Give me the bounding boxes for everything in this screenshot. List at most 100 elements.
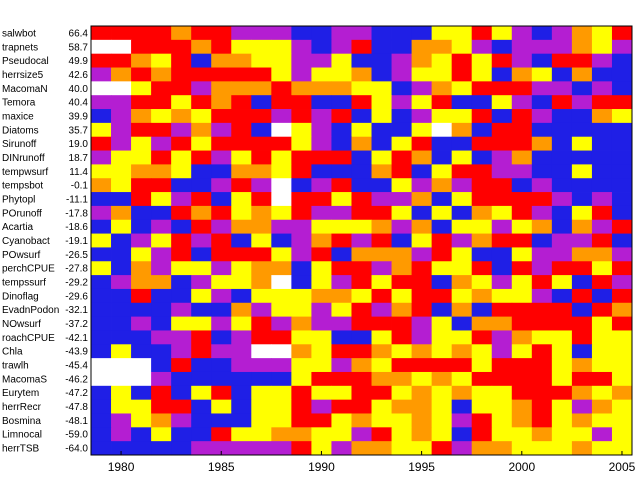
- heatmap-cell: [151, 53, 172, 68]
- heatmap-cell: [411, 95, 433, 110]
- x-tick-label: 1990: [308, 460, 335, 474]
- heatmap-cell: [211, 192, 232, 207]
- heatmap-cell: [391, 192, 412, 207]
- heatmap-cell: [251, 385, 272, 401]
- heatmap-cell: [411, 26, 433, 41]
- heatmap-cell: [131, 81, 152, 96]
- heatmap-cell: [271, 413, 292, 428]
- heatmap-cell: [391, 205, 412, 221]
- heatmap-cell: [551, 288, 573, 304]
- heatmap-cell: [571, 385, 593, 401]
- heatmap-cell: [411, 275, 433, 290]
- row-label-name: NOwsurf: [2, 319, 41, 330]
- heatmap-cell: [451, 233, 473, 248]
- heatmap-cell: [571, 261, 593, 276]
- heatmap-cell: [271, 39, 292, 55]
- heatmap-cell: [371, 247, 392, 262]
- heatmap-cell: [551, 413, 573, 428]
- row-label-value: -17.8: [65, 208, 88, 219]
- heatmap-cell: [331, 275, 352, 290]
- heatmap-cell: [311, 330, 332, 345]
- heatmap-cell: [311, 95, 332, 110]
- heatmap-cell: [251, 109, 272, 124]
- heatmap-cell: [391, 39, 412, 55]
- heatmap-cell: [291, 109, 312, 124]
- row-label-name: roachCPUE: [2, 333, 55, 344]
- heatmap-cell: [131, 233, 152, 248]
- heatmap-cell: [491, 219, 513, 234]
- heatmap-cell: [151, 192, 172, 207]
- heatmap-cell: [251, 95, 272, 110]
- heatmap-cell: [151, 178, 172, 193]
- heatmap-cell: [511, 399, 533, 414]
- heatmap-cell: [471, 371, 493, 387]
- heatmap-cell: [151, 219, 172, 234]
- heatmap-cell: [151, 26, 172, 41]
- heatmap-cell: [591, 316, 613, 331]
- heatmap-cell: [571, 219, 593, 234]
- heatmap-cell: [411, 302, 433, 318]
- heatmap-cell: [391, 109, 412, 124]
- heatmap-cell: [211, 26, 232, 41]
- heatmap-cell: [511, 385, 533, 401]
- heatmap-cell: [611, 261, 633, 276]
- heatmap-cell: [331, 81, 352, 96]
- heatmap-cell: [571, 233, 593, 248]
- heatmap-cell: [371, 413, 392, 428]
- heatmap-cell: [211, 385, 232, 401]
- heatmap-cell: [371, 344, 392, 359]
- heatmap-cell: [331, 26, 352, 41]
- row-label-name: herrTSB: [2, 444, 40, 455]
- heatmap-cell: [411, 330, 433, 345]
- row-label-value: -27.8: [65, 264, 88, 275]
- heatmap-cell: [451, 413, 473, 428]
- heatmap-cell: [291, 53, 312, 68]
- heatmap-cell: [491, 95, 513, 110]
- heatmap-cell: [131, 26, 152, 41]
- heatmap-cell: [331, 136, 352, 151]
- row-label-name: Bosmina: [2, 416, 41, 427]
- heatmap-cell: [491, 344, 513, 359]
- heatmap-cell: [511, 164, 533, 179]
- heatmap-cell: [371, 275, 392, 290]
- heatmap-cell: [171, 205, 192, 221]
- heatmap-cell: [211, 288, 232, 304]
- heatmap-cell: [331, 413, 352, 428]
- row-label-value: 18.7: [69, 153, 89, 164]
- heatmap-cell: [471, 316, 493, 331]
- heatmap-cell: [111, 316, 132, 331]
- heatmap-cell: [151, 427, 172, 442]
- heatmap-cell: [91, 344, 112, 359]
- heatmap-cell: [571, 288, 593, 304]
- heatmap-cell: [151, 344, 172, 359]
- heatmap-cell: [171, 385, 192, 401]
- heatmap-cell: [91, 136, 112, 151]
- heatmap-cell: [111, 288, 132, 304]
- heatmap-cell: [311, 192, 332, 207]
- heatmap-cell: [231, 302, 252, 318]
- heatmap-cell: [571, 302, 593, 318]
- heatmap-cell: [351, 275, 372, 290]
- heatmap-cell: [291, 122, 312, 138]
- heatmap-cell: [351, 178, 372, 193]
- heatmap-cell: [371, 316, 392, 331]
- x-tick-label: 2000: [508, 460, 535, 474]
- heatmap-cell: [451, 164, 473, 179]
- heatmap-cell: [431, 399, 453, 414]
- heatmap-cell: [311, 53, 332, 68]
- heatmap-cell: [291, 344, 312, 359]
- heatmap-cell: [471, 288, 493, 304]
- heatmap-cell: [231, 109, 252, 124]
- heatmap-cell: [451, 247, 473, 262]
- heatmap-cell: [591, 26, 613, 41]
- heatmap-cell: [91, 67, 112, 82]
- x-tick-label: 1995: [408, 460, 435, 474]
- heatmap-cell: [531, 178, 553, 193]
- heatmap-cell: [311, 441, 332, 456]
- heatmap-cell: [531, 399, 553, 414]
- heatmap-cell: [491, 164, 513, 179]
- heatmap-cell: [531, 261, 553, 276]
- heatmap-cell: [331, 219, 352, 234]
- heatmap-cell: [111, 81, 132, 96]
- heatmap-cell: [411, 385, 433, 401]
